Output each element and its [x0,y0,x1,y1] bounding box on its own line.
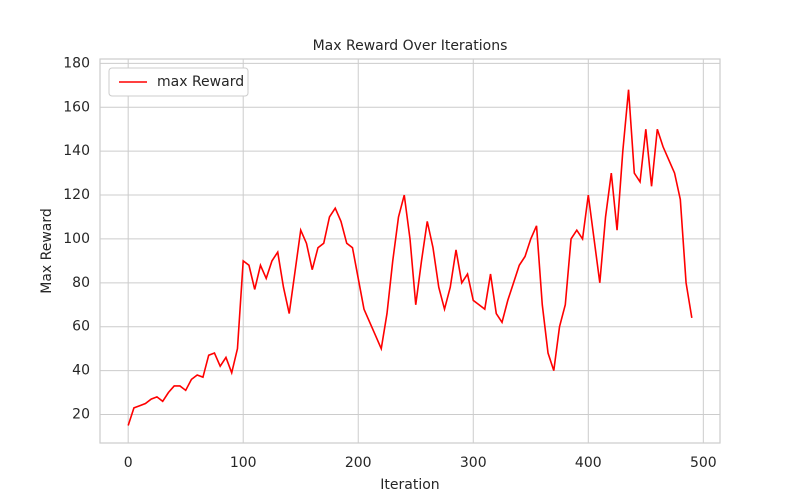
y-tick-label: 140 [63,143,90,159]
y-axis-label: Max Reward [39,208,55,294]
y-tick-label: 160 [63,99,90,115]
legend-box [108,67,249,97]
data-line [127,89,693,426]
legend-label: max Reward [157,74,244,90]
x-tick-label: 400 [575,455,602,471]
x-tick-label: 300 [460,455,487,471]
y-tick-label: 60 [72,319,90,335]
x-tick-label: 100 [230,455,257,471]
y-tick-label: 100 [63,231,90,247]
x-tick-label: 200 [345,455,372,471]
y-tick-label: 20 [72,406,90,422]
x-tick-label: 500 [690,455,717,471]
x-axis-label: Iteration [380,477,439,493]
plot-frame [99,58,721,444]
chart-title: Max Reward Over Iterations [313,38,508,54]
x-tick-label: 0 [124,455,133,471]
y-tick-label: 180 [63,55,90,71]
y-tick-label: 40 [72,363,90,379]
y-tick-label: 80 [72,275,90,291]
y-tick-label: 120 [63,187,90,203]
